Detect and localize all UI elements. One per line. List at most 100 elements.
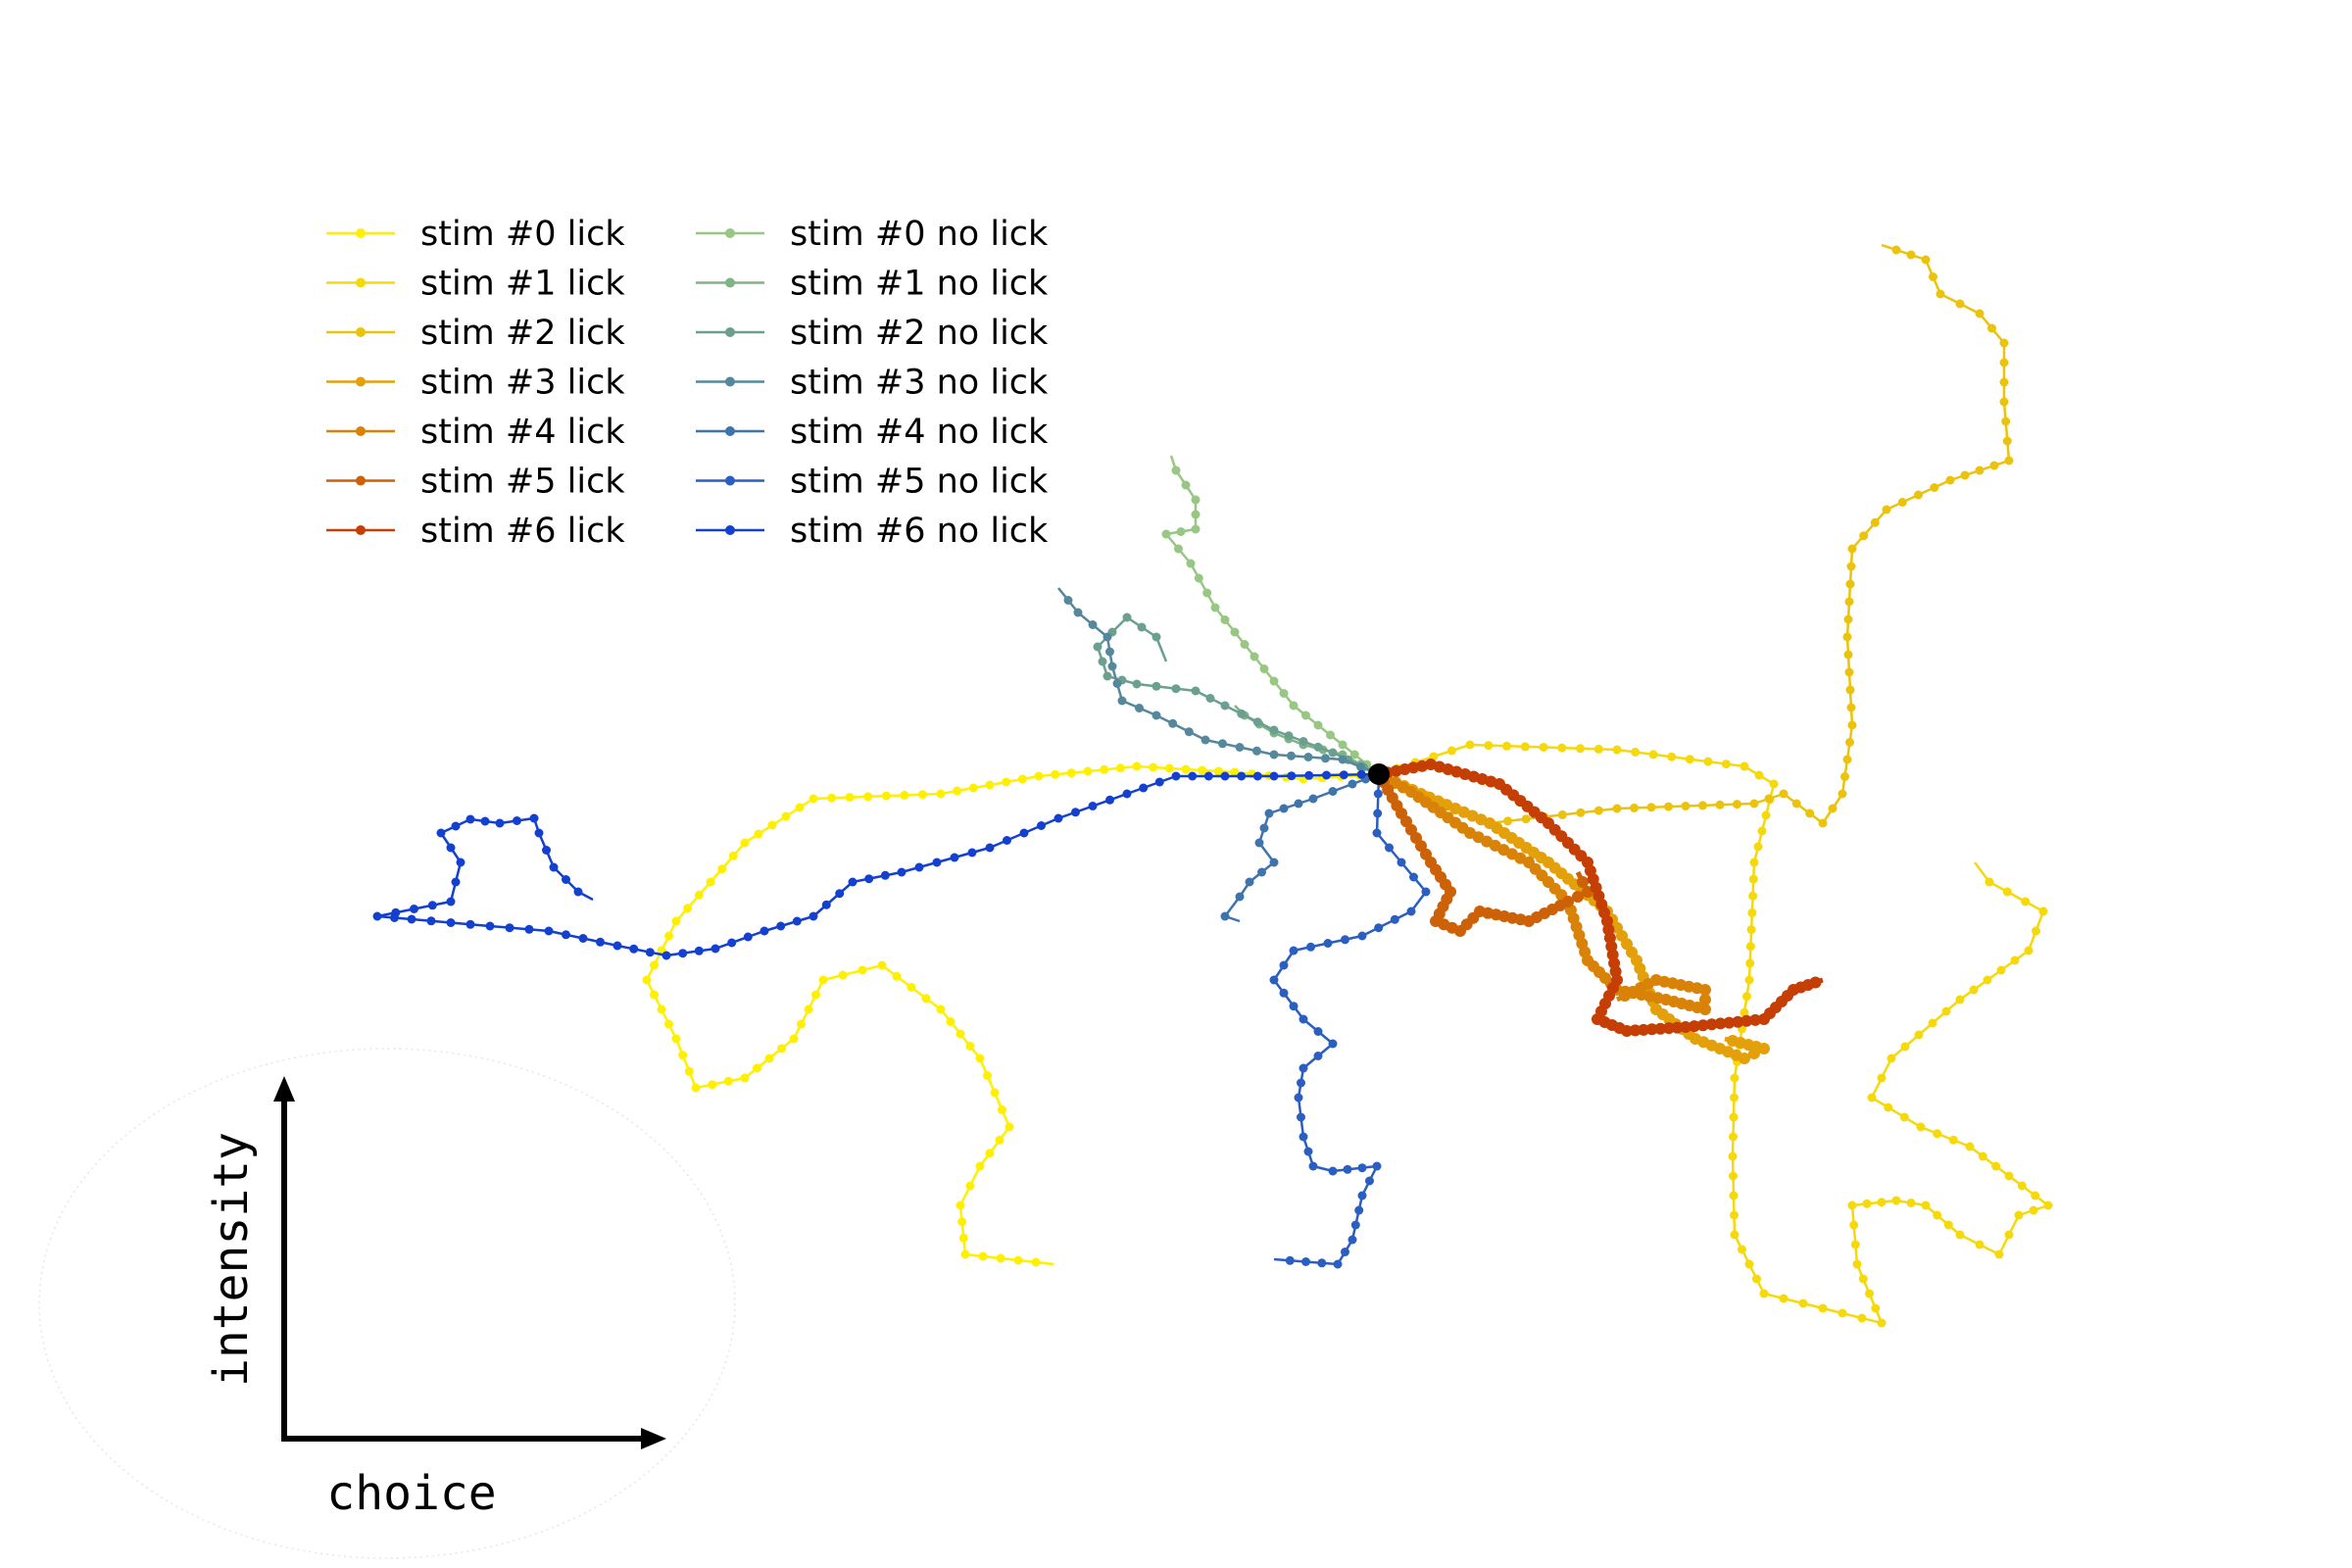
series-point (1999, 397, 2009, 407)
series-point (1705, 1018, 1718, 1031)
series-point (1220, 771, 1230, 781)
series-point (1857, 1313, 1867, 1323)
series-point (985, 780, 995, 790)
series-point (956, 1200, 965, 1210)
series-point (1149, 762, 1158, 772)
series-point (1341, 935, 1349, 945)
series-point (1996, 965, 2006, 975)
series-point (1779, 789, 1788, 799)
series-point (1259, 823, 1269, 833)
series-point (578, 934, 588, 943)
series-point (1867, 1093, 1877, 1102)
series-point (505, 923, 514, 933)
series-point (932, 858, 942, 867)
series-point (708, 1080, 717, 1090)
series-point (2017, 1181, 2027, 1191)
series-point (1218, 739, 1227, 749)
series-point (1279, 960, 1289, 970)
series-point (1373, 789, 1383, 799)
series-point (1279, 988, 1289, 998)
series-point (1348, 779, 1357, 789)
series-point (1235, 743, 1245, 752)
legend-label: stim #6 lick (420, 512, 625, 551)
series-point (1740, 1014, 1753, 1027)
series-point (821, 900, 831, 909)
series-point (985, 1149, 995, 1158)
series-point (1921, 1200, 1931, 1210)
series-point (1715, 800, 1725, 809)
series-point (1975, 1240, 1984, 1250)
series-point (1264, 808, 1274, 818)
legend-marker (356, 277, 366, 288)
series-point (728, 851, 738, 860)
series-point (1521, 814, 1531, 824)
series-point (1135, 704, 1144, 712)
series-point (1017, 774, 1027, 784)
series-point (1740, 761, 1749, 771)
series-point (1298, 1063, 1308, 1073)
series-point (1891, 1196, 1901, 1205)
series-point (2001, 416, 2011, 426)
series-point (1748, 891, 1758, 901)
series-point (1960, 470, 1970, 480)
series-point (1619, 990, 1631, 1002)
series-point (1680, 1021, 1691, 1033)
series-point (1746, 925, 1756, 935)
series-point (1562, 896, 1574, 907)
series-point (1921, 255, 1931, 265)
series-point (1646, 803, 1656, 812)
series-point (1638, 1023, 1650, 1036)
series-point (451, 877, 461, 887)
series-point (1740, 1007, 1749, 1017)
series-point (1749, 1013, 1762, 1026)
series-point (2004, 456, 2014, 466)
series-point (818, 975, 828, 985)
series-point (900, 790, 909, 800)
series-point (524, 924, 534, 934)
series-point (1191, 686, 1200, 696)
series-point (2031, 1191, 2040, 1200)
series-point (978, 1251, 988, 1261)
series-point (642, 975, 652, 985)
legend-entry: stim #5 lick (326, 463, 625, 502)
series-point (2029, 1205, 2038, 1215)
series-point (1176, 527, 1186, 536)
series-point (683, 904, 693, 913)
series-point (664, 1019, 673, 1029)
series-point (975, 1054, 985, 1063)
legend-entry: stim #3 lick (326, 364, 625, 403)
series-point (1269, 750, 1279, 760)
series-point (1928, 1018, 1937, 1028)
series-point (1372, 1161, 1382, 1171)
series-point (1297, 1112, 1305, 1122)
series-point (446, 918, 456, 927)
series-point (1304, 770, 1314, 780)
series-point (662, 951, 671, 960)
series-point (2004, 1230, 2014, 1240)
series-point (767, 820, 777, 830)
series-point (1933, 1129, 1942, 1139)
series-point (427, 901, 437, 910)
series-point (808, 911, 818, 921)
series-point (1699, 1004, 1711, 1015)
series-point (1333, 1259, 1343, 1269)
series-point (921, 994, 931, 1004)
series-point (2014, 1210, 2024, 1220)
series-point (863, 792, 873, 802)
series-point (671, 1034, 681, 1044)
origin-marker (1368, 763, 1390, 785)
series-point (1257, 867, 1266, 877)
series-point (2024, 946, 2034, 956)
series-point (1338, 755, 1348, 764)
series-point (983, 1071, 992, 1080)
series-point (1188, 771, 1198, 781)
series-point (1328, 1166, 1338, 1176)
series-point (1730, 1210, 1739, 1220)
series-point (1198, 765, 1207, 775)
series-point (1098, 657, 1107, 666)
series-point (1308, 1161, 1318, 1171)
series-point (781, 811, 791, 821)
series-point (1933, 1210, 1942, 1220)
series-point (1882, 505, 1891, 514)
series-point (1847, 1200, 1857, 1210)
